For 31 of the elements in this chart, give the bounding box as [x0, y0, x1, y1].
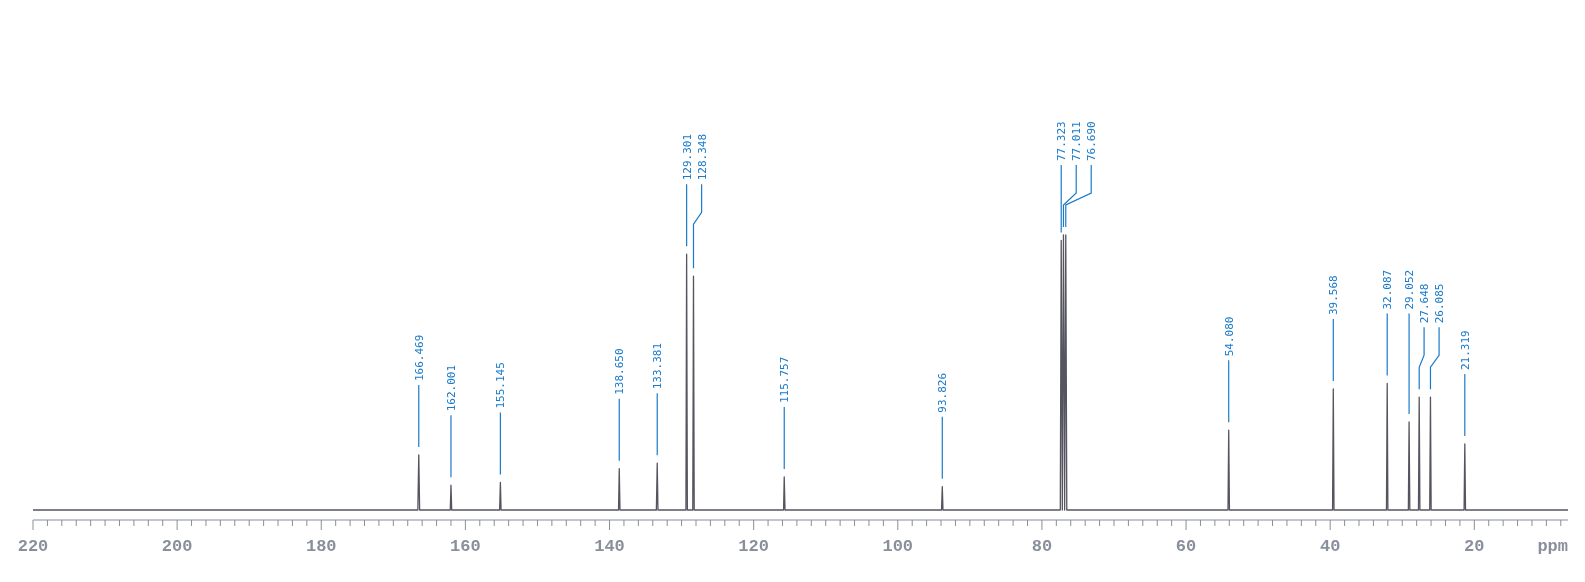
annotation: 26.085 [1433, 283, 1447, 324]
x-tick-label: 220 [17, 537, 49, 556]
annotation: 155.145 [494, 362, 508, 409]
x-tick-label: 100 [882, 537, 914, 556]
x-tick-label: 20 [1464, 537, 1485, 556]
annotation: 93.826 [936, 372, 950, 413]
annotation: 27.648 [1418, 283, 1432, 324]
annotation: 39.568 [1327, 275, 1341, 315]
annotation: 166.469 [412, 334, 426, 381]
annotation: 77.323 [1055, 121, 1069, 161]
x-tick-label: 40 [1319, 537, 1341, 556]
x-axis-title: ppm [1537, 537, 1568, 556]
annotation: 129.301 [680, 133, 694, 181]
annotation: 138.650 [613, 348, 627, 395]
x-tick-label: 160 [450, 537, 481, 556]
annotation: 115.757 [778, 356, 792, 403]
annotation: 133.381 [651, 342, 665, 390]
x-tick-label: 80 [1031, 537, 1053, 556]
x-tick-label: 60 [1175, 537, 1197, 556]
annotation: 29.052 [1403, 269, 1417, 310]
x-tick-label: 140 [594, 537, 625, 556]
annotation: 128.348 [695, 133, 709, 181]
x-tick-label: 120 [738, 537, 769, 556]
x-tick-label: 180 [305, 537, 337, 556]
x-tick-label: 200 [161, 537, 193, 556]
annotation: 54.080 [1222, 316, 1236, 357]
annotation: 77.011 [1070, 121, 1084, 161]
annotation: 21.319 [1458, 330, 1472, 370]
annotation: 32.087 [1381, 269, 1395, 310]
annotation: 162.001 [444, 364, 458, 412]
annotation: 76.690 [1085, 121, 1099, 161]
